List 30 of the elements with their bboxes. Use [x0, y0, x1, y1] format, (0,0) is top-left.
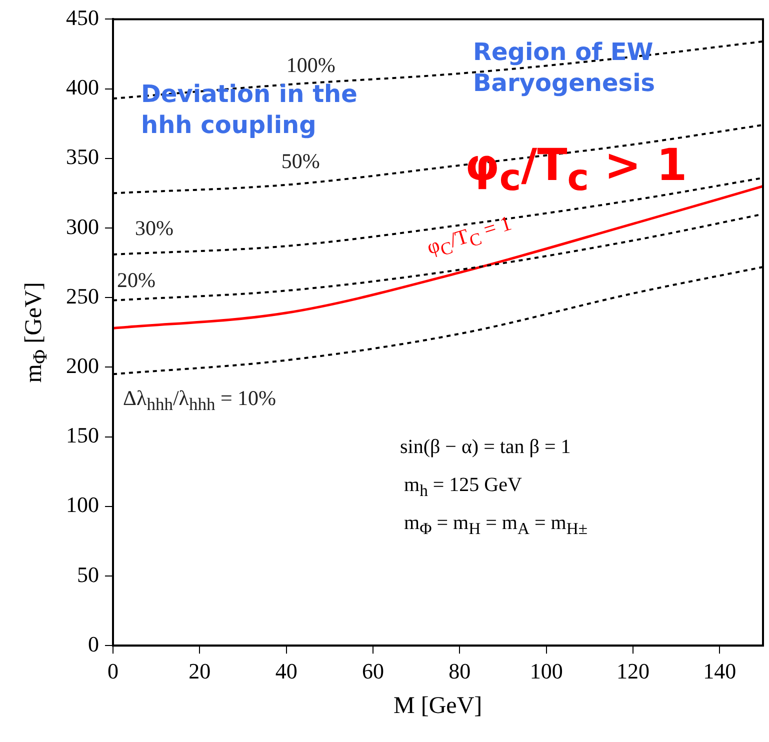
annotation: Deviation in the hhh coupling: [141, 79, 358, 142]
y-tick-label: 50: [77, 562, 99, 587]
y-tick-label: 200: [66, 352, 99, 378]
y-tick-label: 100: [66, 492, 99, 518]
series-label: 20%: [117, 268, 156, 292]
y-tick-label: 350: [66, 144, 99, 170]
x-tick-label: 40: [275, 658, 298, 684]
annotation: m$_{Φ}$ = m$_{H}$ = m$_{A}$ = m$_{H±}$: [404, 512, 588, 538]
annotation: φ$_{c}$/T$_{c}$ > 1: [465, 140, 688, 199]
y-tick-label: 450: [66, 4, 99, 30]
series-label: 50%: [281, 148, 320, 173]
annotation: m$_{h}$ = 125 GeV: [404, 474, 522, 500]
x-tick-label: 20: [188, 658, 211, 684]
annotation: sin(β − α) = tan β = 1: [400, 436, 571, 458]
x-tick-label: 80: [448, 658, 471, 684]
y-tick-label: 300: [66, 214, 99, 239]
y-tick-label: 400: [66, 74, 99, 100]
y-tick-label: 0: [88, 631, 99, 656]
series-label: 100%: [286, 52, 336, 77]
x-tick-label: 120: [616, 658, 650, 684]
y-tick-label: 250: [66, 283, 99, 308]
series-label: 30%: [135, 216, 174, 240]
annotation: Region of EW Baryogenesis: [473, 37, 656, 100]
x-tick-label: 60: [362, 658, 384, 684]
series-label: Δλ$_{hhh}$/λ$_{hhh}$ = 10%: [123, 386, 276, 414]
x-tick-label: 0: [108, 658, 118, 684]
x-axis-title: M [GeV]: [394, 692, 482, 719]
x-tick-label: 140: [703, 658, 736, 684]
y-tick-label: 150: [66, 422, 99, 448]
x-tick-label: 100: [530, 658, 563, 684]
